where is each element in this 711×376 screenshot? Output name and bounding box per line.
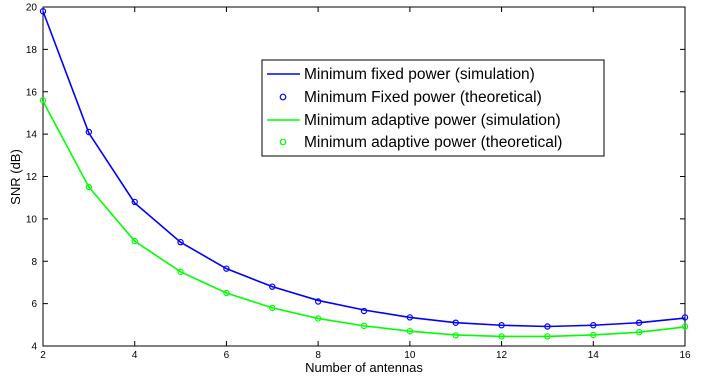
series-point-1 [590,322,597,329]
legend: Minimum fixed power (simulation) Minimum… [261,59,605,157]
series-point-1 [544,323,551,330]
legend-label-adaptive-sim: Minimum adaptive power (simulation) [304,112,561,129]
legend-label-adaptive-theo: Minimum adaptive power (theoretical) [304,134,562,151]
series-point-1 [177,238,184,246]
series-point-1 [269,283,276,290]
y-tick-label: 18 [26,45,38,56]
plot-area [42,6,686,347]
y-axis-label: SNR (dB) [8,149,23,205]
legend-swatch-fixed-theo [279,93,287,101]
y-tick-label: 14 [26,130,38,141]
series-point-3 [131,237,138,245]
series-point-3 [681,323,689,330]
x-tick-label: 6 [224,350,230,361]
series-point-3 [452,332,459,339]
series-point-3 [590,331,597,339]
x-tick-label: 12 [496,350,508,361]
series-point-1 [681,314,689,321]
series-line-0 [42,10,686,328]
series-point-3 [85,183,93,191]
x-axis-label: Number of antennas [305,360,423,375]
series-point-3 [223,289,230,297]
series-point-1 [223,265,230,272]
x-tick-label: 4 [132,350,138,361]
series-point-3 [635,329,643,336]
y-tick-label: 6 [31,299,37,310]
y-tick-label: 8 [31,257,37,268]
x-tick-label: 2 [40,350,46,361]
series-point-1 [314,298,322,305]
x-tick-label: 14 [588,350,600,361]
series-layer [39,8,689,340]
series-point-1 [498,322,505,329]
y-tick-label: 20 [26,3,38,14]
x-tick-label: 10 [404,350,416,361]
y-tick-label: 12 [26,172,38,183]
series-point-1 [85,128,93,136]
series-point-1 [635,319,643,326]
series-point-1 [39,8,47,15]
series-point-3 [269,304,276,312]
series-point-3 [314,315,322,322]
y-tick-label: 4 [31,342,37,353]
legend-swatch-adaptive-theo [279,138,287,146]
y-tick-label: 10 [26,214,38,225]
x-tick-label: 8 [315,350,321,361]
series-point-1 [406,314,414,321]
legend-box [261,59,605,157]
legend-label-fixed-sim: Minimum fixed power (simulation) [304,66,535,83]
x-tick-label: 16 [679,350,691,361]
series-point-1 [360,307,368,315]
series-point-3 [39,97,47,104]
y-tick-label: 16 [26,87,38,98]
series-point-3 [360,322,368,330]
series-point-3 [544,333,551,340]
series-point-3 [498,333,505,340]
legend-label-fixed-theo: Minimum Fixed power (theoretical) [304,89,542,106]
series-line-2 [42,100,686,338]
series-point-3 [177,268,184,276]
series-point-1 [131,198,138,206]
series-point-3 [406,327,414,335]
series-point-1 [452,319,459,326]
